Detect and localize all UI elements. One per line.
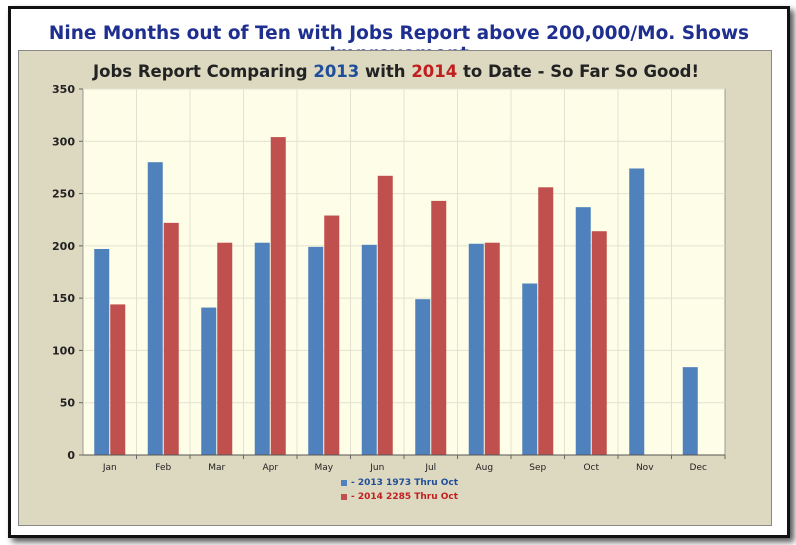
x-tick-label-nov: Nov (636, 463, 654, 473)
bar-2013-mar (201, 307, 217, 455)
chart-title-prefix: Jobs Report Comparing (93, 62, 314, 81)
bar-2013-jul (415, 299, 431, 455)
x-tick-label-dec: Dec (690, 463, 707, 473)
y-tick-label: 100 (52, 344, 75, 357)
legend-swatch-2014 (341, 493, 347, 500)
x-tick-label-sep: Sep (529, 463, 546, 473)
chart-title-suffix: to Date - So Far So Good! (457, 62, 700, 81)
y-tick-label: 0 (67, 449, 75, 462)
bar-2014-may (324, 215, 340, 455)
bar-2013-jun (361, 244, 377, 455)
bar-2013-dec (682, 367, 698, 455)
x-tick-label-jun: Jun (369, 463, 384, 473)
bar-2014-jul (431, 200, 447, 455)
legend-item-2014: - 2014 2285 Thru Oct (341, 492, 458, 502)
y-tick-label: 250 (52, 188, 75, 201)
x-tick-label-feb: Feb (155, 463, 171, 473)
x-tick-label-may: May (314, 463, 333, 473)
chart-title-year-2014: 2014 (411, 62, 458, 81)
bar-2014-feb (163, 222, 179, 455)
bar-2013-may (308, 246, 324, 455)
legend-label-2014: - 2014 2285 Thru Oct (351, 492, 459, 502)
legend-label-2013: - 2013 1973 Thru Oct (351, 478, 459, 488)
legend-item-2013: - 2013 1973 Thru Oct (341, 478, 458, 488)
chart-title: Jobs Report Comparing 2013 with 2014 to … (93, 62, 699, 81)
x-tick-label-jul: Jul (424, 463, 436, 473)
chart-title-mid: with (359, 62, 412, 81)
y-tick-label: 150 (52, 292, 75, 305)
bar-2013-apr (254, 242, 270, 455)
bar-2013-feb (147, 162, 163, 455)
bar-2014-sep (538, 187, 554, 455)
y-tick-label: 350 (52, 83, 75, 96)
bar-2014-jan (110, 304, 126, 455)
bar-2013-aug (468, 243, 484, 455)
bar-2013-sep (522, 283, 538, 455)
bar-2013-jan (94, 248, 110, 455)
y-tick-label: 200 (52, 240, 75, 253)
bar-2014-oct (591, 231, 607, 455)
legend-swatch-2013 (341, 479, 347, 486)
bar-2013-nov (629, 168, 645, 455)
y-tick-label: 50 (60, 397, 76, 410)
x-tick-label-aug: Aug (475, 463, 493, 473)
chart-title-year-2013: 2013 (313, 62, 360, 81)
bar-2014-mar (217, 242, 233, 455)
bar-2014-jun (377, 175, 393, 455)
x-tick-label-jan: Jan (102, 463, 117, 473)
y-tick-label: 300 (52, 135, 75, 148)
x-tick-label-mar: Mar (208, 463, 225, 473)
bar-2014-apr (270, 137, 286, 456)
bar-2013-oct (575, 207, 591, 455)
x-tick-label-oct: Oct (583, 463, 599, 473)
x-tick-label-apr: Apr (262, 463, 278, 473)
bar-2014-aug (484, 242, 500, 455)
